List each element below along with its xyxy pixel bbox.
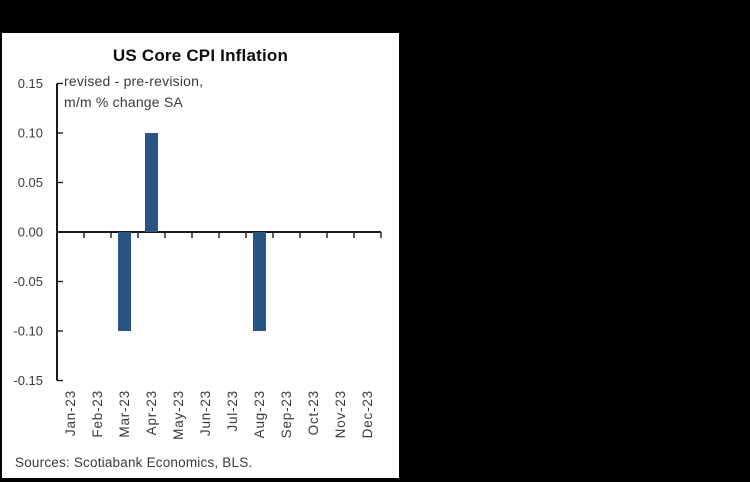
x-tick-label: Oct-23 [306, 390, 321, 435]
chart-annotation: revised - pre-revision, m/m % change SA [64, 71, 203, 113]
y-tick-label: -0.05 [13, 274, 43, 289]
x-tick-label: Apr-23 [144, 390, 159, 435]
x-tick-label: Jul-23 [225, 390, 240, 432]
right-black-region [399, 33, 750, 478]
bar-Aug-23 [253, 232, 266, 331]
bar-chart-plot: 0.15 0.10 0.05 0.00 -0.05 -0.10 -0.15 Jan-23 Feb… [13, 76, 382, 440]
annotation-line-1: revised - pre-revision, [64, 73, 204, 89]
y-tick-label: -0.15 [13, 373, 43, 388]
x-tick-label: May-23 [171, 390, 186, 440]
y-tick-label: 0.10 [18, 126, 43, 141]
bottom-black-bar [0, 478, 750, 482]
chart-panel: 0.15 0.10 0.05 0.00 -0.05 -0.10 -0.15 Jan-23 Feb… [2, 33, 399, 478]
y-tick-label: 0.00 [18, 225, 43, 240]
x-tick-label: Nov-23 [333, 390, 348, 438]
bar-Apr-23 [145, 133, 158, 232]
y-tick-label: -0.10 [13, 324, 43, 339]
x-tick-label: Dec-23 [360, 390, 375, 438]
top-black-bar [0, 0, 750, 33]
x-tick-label: Mar-23 [117, 390, 132, 438]
y-tick-label: 0.05 [18, 175, 43, 190]
x-tick-label: Jun-23 [198, 390, 213, 436]
x-tick-label: Feb-23 [90, 390, 105, 438]
bar-Mar-23 [118, 232, 131, 331]
x-tick-label: Aug-23 [252, 390, 267, 438]
y-tick-label: 0.15 [18, 76, 43, 91]
x-tick-label: Sep-23 [279, 390, 294, 438]
x-tick-label: Jan-23 [63, 390, 78, 436]
chart-title: US Core CPI Inflation [112, 46, 289, 65]
source-note: Sources: Scotiabank Economics, BLS. [15, 455, 253, 470]
annotation-line-2: m/m % change SA [64, 94, 183, 110]
